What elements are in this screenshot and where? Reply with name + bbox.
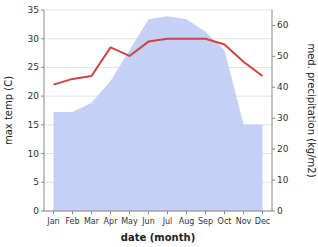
y2-tick	[272, 56, 275, 57]
y-tick-label: 20	[28, 91, 40, 101]
x-tick	[91, 211, 92, 214]
y2-axis-title: med. precipitation (kg/m2)	[306, 43, 317, 177]
y-tick	[41, 10, 44, 11]
y2-tick	[272, 25, 275, 26]
y2-axis-line	[272, 10, 273, 211]
x-tick-label: Nov	[236, 217, 252, 226]
data	[54, 16, 263, 211]
x-tick-label: Oct	[218, 217, 232, 226]
x-tick	[129, 211, 130, 214]
x-tick-label: May	[121, 217, 138, 226]
y2-tick	[272, 149, 275, 150]
x-tick-label: Mar	[84, 217, 100, 226]
y2-tick-label: 10	[277, 175, 289, 185]
x-tick	[110, 211, 111, 214]
x-tick-label: Feb	[65, 217, 79, 226]
y2-tick-label: 30	[277, 113, 289, 123]
chart: 0 5 10 15 20 25 30 35 0 10 20 30 40 50 60 Jan Feb Mar AprM…	[0, 0, 318, 247]
grid	[44, 10, 272, 211]
y-tick	[41, 38, 44, 39]
x-tick-label: Aug	[179, 217, 195, 226]
x-axis-line	[44, 211, 272, 212]
x-tick-label: Apr	[104, 217, 119, 226]
y2-tick-label: 40	[277, 82, 289, 92]
y2-tick-label: 50	[277, 51, 289, 61]
x-tick	[186, 211, 187, 214]
y-tick-label: 0	[33, 206, 39, 216]
y-tick-label: 10	[28, 149, 40, 159]
y2-tick	[272, 118, 275, 119]
y-tick-label: 35	[28, 5, 39, 15]
temperature-line	[54, 39, 263, 85]
x-tick	[148, 211, 149, 214]
y2-tick-label: 20	[277, 144, 289, 154]
y-tick	[41, 124, 44, 125]
y2-tick	[272, 211, 275, 212]
x-tick	[72, 211, 73, 214]
y-tick-label: 30	[28, 34, 40, 44]
y2-tick-label: 0	[277, 206, 283, 216]
x-tick-label: Jul	[162, 217, 173, 226]
x-tick-label: Sep	[198, 217, 213, 226]
y-tick	[41, 182, 44, 183]
y-axis-line	[44, 10, 45, 211]
chart-container: 0 5 10 15 20 25 30 35 0 10 20 30 40 50 60 Jan Feb Mar AprM…	[0, 0, 318, 247]
y-tick-label: 15	[28, 120, 39, 130]
x-tick	[205, 211, 206, 214]
y2-tick	[272, 180, 275, 181]
x-tick	[167, 211, 168, 214]
precipitation-area	[54, 16, 263, 211]
y-axis-title: max temp (C)	[3, 76, 14, 145]
x-tick	[243, 211, 244, 214]
grid-line	[44, 211, 272, 212]
x-tick-label: Dec	[255, 217, 270, 226]
axes: 0 5 10 15 20 25 30 35 0 10 20 30 40 50 60 Jan Feb Mar AprM…	[28, 5, 289, 226]
y-tick	[41, 211, 44, 212]
y-tick	[41, 153, 44, 154]
y-tick-label: 5	[33, 177, 39, 187]
y-tick-label: 25	[28, 62, 39, 72]
x-tick	[224, 211, 225, 214]
y2-tick-label: 60	[277, 20, 289, 30]
x-tick	[53, 211, 54, 214]
y2-tick	[272, 87, 275, 88]
x-tick	[262, 211, 263, 214]
grid-line	[44, 10, 272, 11]
y-tick	[41, 67, 44, 68]
y-tick	[41, 96, 44, 97]
x-tick-label: Jan	[46, 217, 59, 226]
x-axis-title: date (month)	[121, 232, 195, 243]
x-tick-label: Jun	[141, 217, 155, 226]
